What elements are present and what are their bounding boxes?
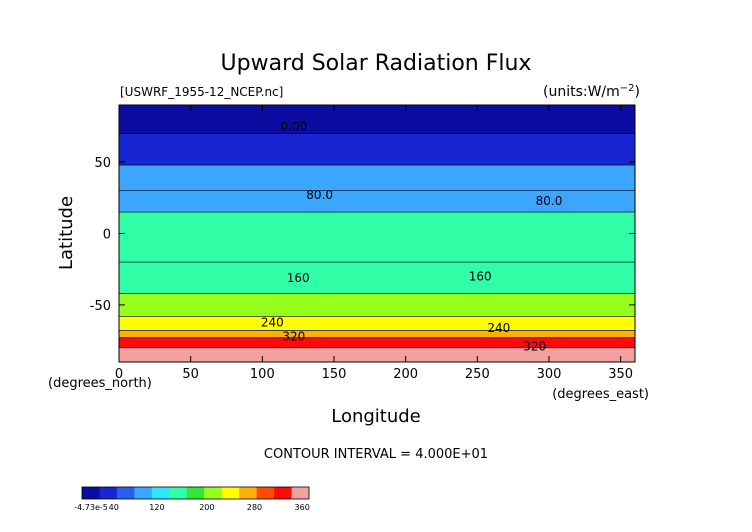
color-bar-label: -4.73e-5	[74, 503, 108, 512]
color-bar-swatch	[186, 487, 205, 499]
contour-label: 240	[261, 315, 284, 329]
contour-band	[119, 190, 635, 213]
color-bar-frame	[81, 486, 310, 500]
y-unit-label: (degrees_north)	[48, 376, 152, 391]
color-bar-label: 40	[109, 503, 119, 512]
y-tick-label: 0	[103, 228, 111, 243]
x-axis-label: Longitude	[331, 406, 421, 427]
y-tick-label: -50	[90, 299, 111, 314]
color-bar-swatch	[99, 487, 118, 499]
color-bar-swatch	[256, 487, 275, 499]
color-bar-swatch	[116, 487, 135, 499]
color-bar-label: 200	[199, 503, 214, 512]
contour-band	[119, 316, 635, 331]
x-tick-label: 350	[608, 367, 633, 382]
x-tick-label: 200	[393, 367, 418, 382]
contour-label: 0.00	[281, 120, 308, 134]
color-bar-label: 120	[149, 503, 164, 512]
contour-interval-caption: CONTOUR INTERVAL = 4.000E+01	[264, 447, 488, 462]
contour-label: 160	[287, 271, 310, 285]
x-tick-label: 50	[182, 367, 199, 382]
color-bar-swatch	[204, 487, 223, 499]
x-unit-label: (degrees_east)	[552, 387, 649, 402]
color-bar-swatch	[239, 487, 258, 499]
x-tick-label: 0	[115, 367, 123, 382]
contour-band	[119, 164, 635, 191]
contour-label: 160	[469, 270, 492, 284]
contour-band	[119, 337, 635, 348]
color-bar-label: 280	[247, 503, 262, 512]
contour-band	[119, 105, 635, 134]
color-bar-swatch	[274, 487, 293, 499]
chart-title: Upward Solar Radiation Flux	[221, 51, 532, 76]
units-label: (units:W/m−2)	[543, 83, 640, 100]
file-label: [USWRF_1955-12_NCEP.nc]	[120, 85, 283, 99]
contour-label: 240	[487, 321, 510, 335]
x-tick-label: 300	[537, 367, 562, 382]
color-bar: -4.73e-5 40 120 200 280 360	[74, 486, 310, 512]
color-bar-swatch	[221, 487, 240, 499]
x-tick-label: 250	[465, 367, 490, 382]
contour-band	[119, 330, 635, 338]
color-bar-label: 360	[295, 503, 310, 512]
color-bar-swatch	[82, 487, 100, 499]
contour-band	[119, 347, 635, 362]
color-bar-swatch	[169, 487, 188, 499]
contour-label: 80.0	[536, 194, 563, 208]
x-tick-label: 150	[322, 367, 347, 382]
contour-label: 80.0	[306, 188, 333, 202]
contour-label: 320	[523, 340, 546, 354]
contour-band	[119, 212, 635, 263]
contour-label: 320	[282, 330, 305, 344]
color-bar-swatch	[291, 487, 310, 499]
contour-band	[119, 262, 635, 294]
contour-band	[119, 133, 635, 165]
color-bar-swatch	[134, 487, 153, 499]
color-bar-swatch	[151, 487, 170, 499]
y-tick-label: 50	[94, 156, 111, 171]
y-axis-label: Latitude	[56, 196, 77, 270]
x-tick-label: 100	[250, 367, 275, 382]
contour-band	[119, 293, 635, 317]
